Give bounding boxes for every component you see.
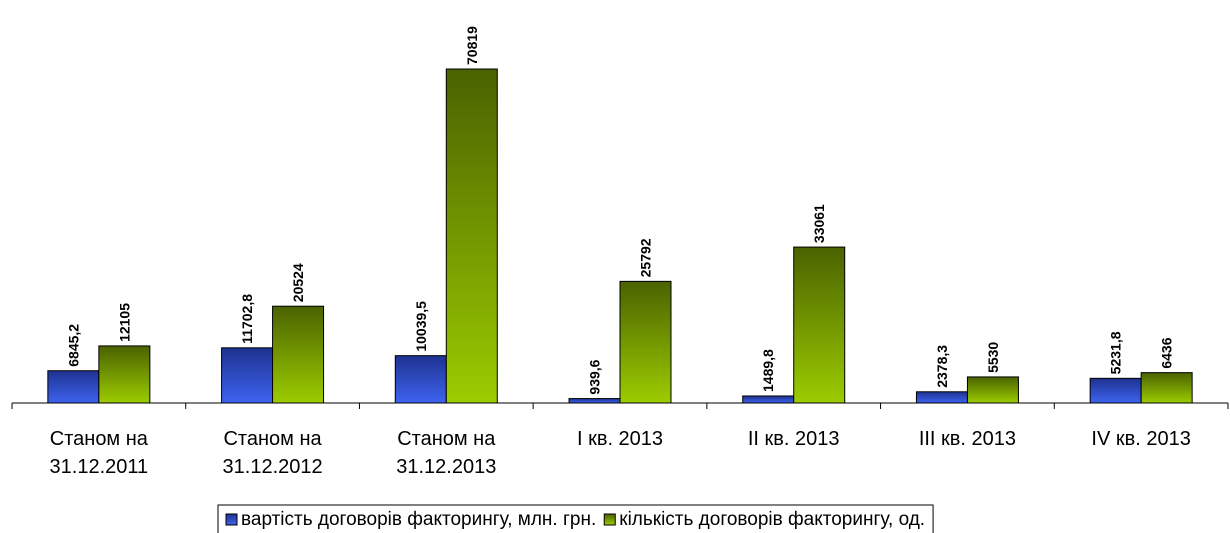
value-label: 25792 [638,238,654,277]
x-tick-label: Станом на 31.12.2011 [50,428,149,478]
bar [394,355,447,404]
x-tick-label-line: 31.12.2013 [396,456,496,478]
bar [445,68,498,404]
value-label: 6845,2 [65,324,81,367]
x-tick-label: Станом на 31.12.2012 [223,428,323,478]
x-tick-label-line: Станом на [50,428,149,450]
value-label: 5231,8 [1108,331,1124,374]
bar [568,398,621,404]
bar [742,395,795,404]
bar [793,246,846,404]
bar [619,280,672,404]
x-tick-label: IV кв. 2013 [1091,428,1190,450]
bar [221,347,274,404]
x-tick-label-line: Станом на [223,428,322,450]
bar [915,391,968,404]
x-tick-label: I кв. 2013 [577,428,663,450]
value-label: 11702,8 [239,294,255,344]
legend: вартість договорів факторингу, млн. грн.… [217,504,934,533]
legend-swatch [603,513,616,526]
value-label: 5530 [985,342,1001,373]
value-label: 70819 [464,26,480,65]
x-tick-label-line: 31.12.2012 [223,456,323,478]
bar [966,376,1019,404]
x-tick-label-line: 31.12.2011 [50,456,149,478]
x-tick-label-line: Станом на [397,428,496,450]
legend-swatch [225,513,238,526]
x-tick-label-line: III кв. 2013 [919,428,1016,450]
value-label: 2378,3 [934,345,950,388]
x-tick-label-line: II кв. 2013 [748,428,840,450]
value-label: 20524 [290,263,306,302]
value-label: 6436 [1159,337,1175,368]
value-label: 33061 [811,204,827,243]
bar [1089,377,1142,404]
x-tick-label-line: I кв. 2013 [577,428,663,450]
x-tick-label: II кв. 2013 [748,428,840,450]
x-tick-label: Станом на 31.12.2013 [396,428,496,478]
legend-label: вартість договорів факторингу, млн. грн. [241,509,596,530]
value-label: 10039,5 [413,301,429,352]
x-tick-label: III кв. 2013 [919,428,1016,450]
value-label: 1489,8 [760,349,776,392]
bar [272,305,325,404]
value-label: 939,6 [587,359,603,394]
x-tick-label-line: IV кв. 2013 [1091,428,1190,450]
legend-box [217,504,934,533]
bar [1140,372,1193,404]
bar [47,370,100,404]
bar [98,345,151,404]
value-label: 12105 [116,303,132,342]
legend-label: кількість договорів факторингу, од. [619,509,925,530]
